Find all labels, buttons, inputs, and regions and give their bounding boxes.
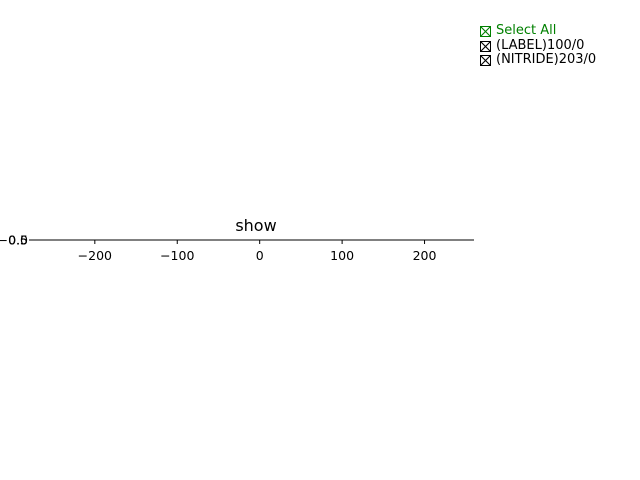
legend-item-nitride-text: (NITRIDE)203/0 [496, 52, 597, 67]
y-tick-label: −0.5 [0, 233, 28, 248]
y-tick-label: 0.0 [8, 233, 28, 248]
axes: −200 −100 0 100 200 −0.50.00.5 [0, 233, 474, 263]
x-tick-label: −200 [78, 248, 112, 263]
plot-title: show [235, 216, 277, 235]
legend-item-label-text: (LABEL)100/0 [496, 38, 585, 53]
legend: Select All (LABEL)100/0 (NITRIDE)203/0 [480, 23, 596, 67]
x-tick-label: 200 [413, 248, 437, 263]
y-tick-label: 0.5 [8, 233, 28, 248]
legend-item-label[interactable]: (LABEL)100/0 [480, 39, 596, 53]
legend-select-all[interactable]: Select All [480, 23, 596, 39]
x-tick-label: 0 [256, 248, 264, 263]
select-all-checkbox-icon[interactable] [480, 25, 491, 37]
x-tick-label: 100 [330, 248, 354, 263]
legend-item-nitride[interactable]: (NITRIDE)203/0 [480, 53, 596, 67]
select-all-label: Select All [496, 23, 557, 38]
checkbox-icon[interactable] [480, 54, 491, 66]
x-tick-label: −100 [160, 248, 194, 263]
checkbox-icon[interactable] [480, 40, 491, 52]
